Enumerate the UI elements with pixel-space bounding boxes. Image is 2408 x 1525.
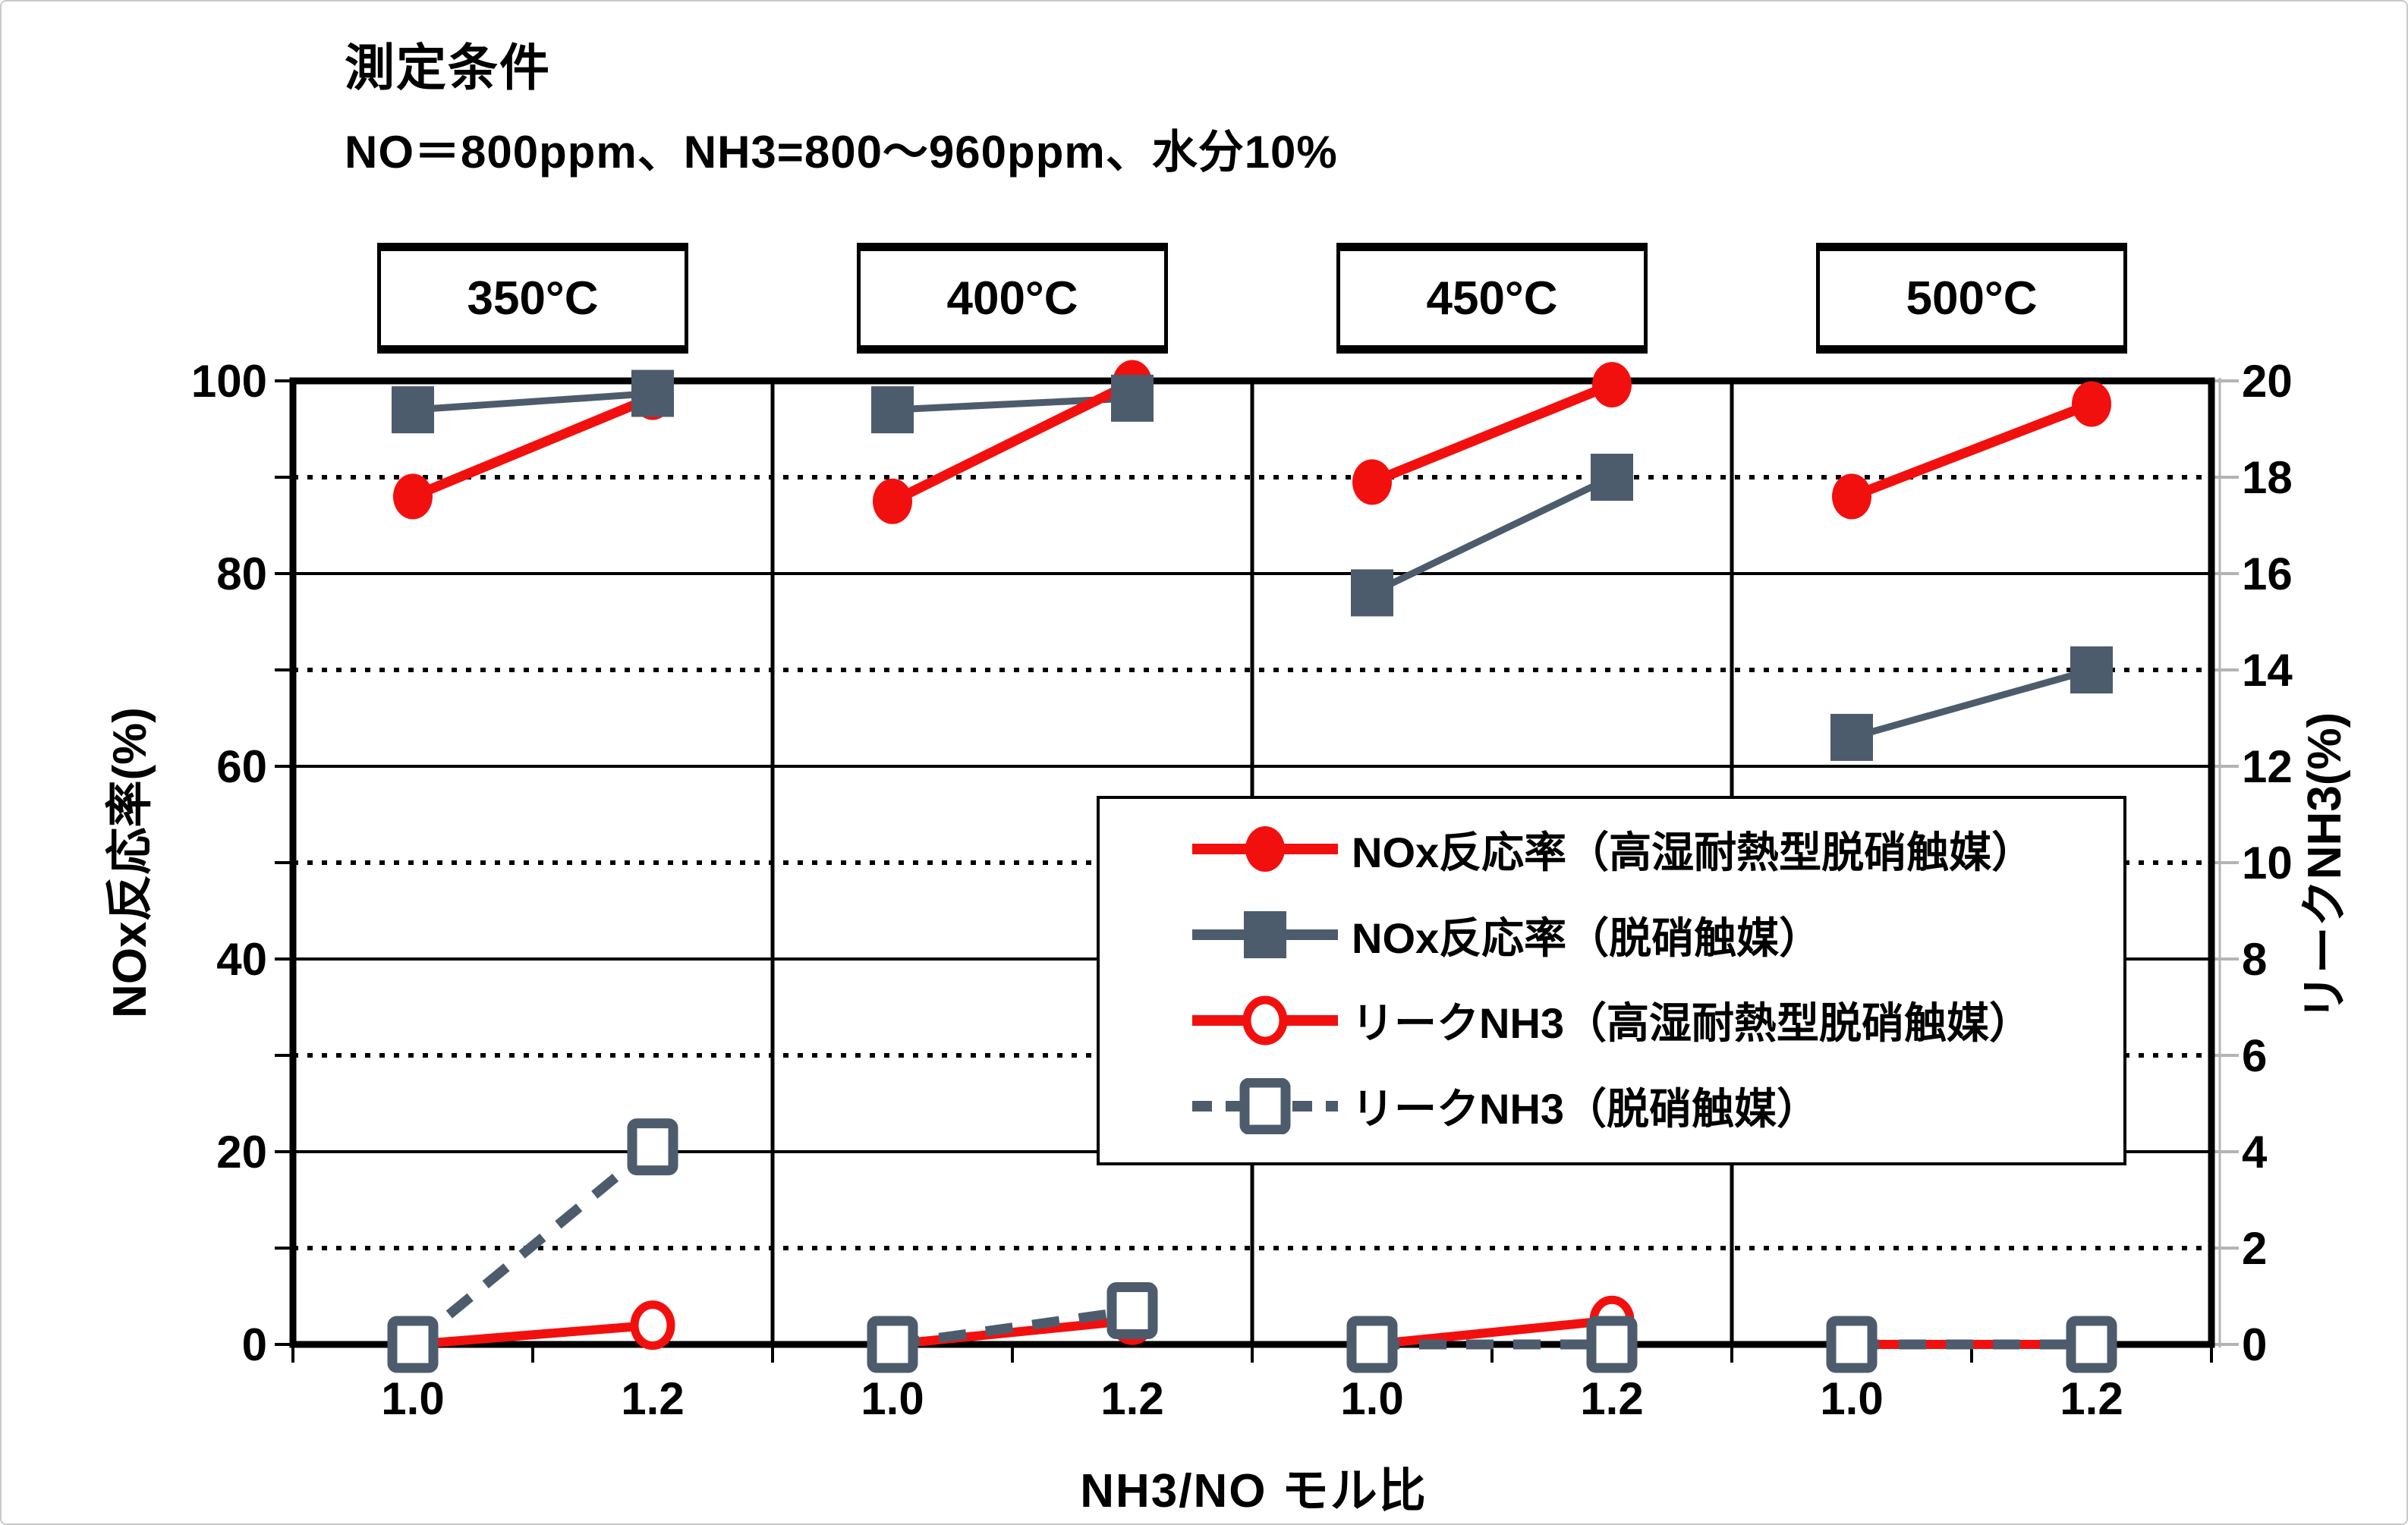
legend-row-nox-std: NOx反応率（脱硝触媒） [1189,904,2123,966]
left-axis-tick-label: 80 [216,549,267,599]
temperature-box-350: 350°C [377,243,688,354]
marker-open-square [1586,1316,1638,1373]
marker-filled-circle [873,478,912,524]
left-axis-tick-label: 100 [191,356,267,407]
segment-nox-high [890,378,1135,506]
x-axis-tick-label: 1.0 [1340,1373,1403,1424]
legend-marker-open-circle-icon [1192,995,1338,1045]
right-axis-tick-label: 12 [2242,741,2293,792]
marker-filled-square [1244,911,1286,959]
x-axis-tick-label: 1.0 [1820,1373,1883,1424]
right-axis-tick-label: 0 [2242,1319,2267,1370]
right-axis-tick-label: 2 [2242,1223,2267,1274]
right-axis-tick-label: 14 [2242,645,2293,696]
marker-filled-circle [1352,459,1392,505]
marker-open-square [867,1316,918,1373]
x-axis-tick-label: 1.2 [2060,1373,2123,1424]
series-line-nox-high [411,378,2094,506]
x-axis-tick-label: 1.2 [1100,1373,1163,1424]
x-axis-tick-label: 1.0 [861,1373,924,1424]
series-markers-nox-std [392,369,2113,761]
legend-label-nox-high: NOx反応率（高湿耐熱型脱硝触媒） [1352,828,2035,876]
marker-open-square [2066,1316,2117,1373]
right-axis-tick-label: 8 [2242,934,2267,985]
right-axis-tick-label: 16 [2242,549,2293,599]
segment-nox-high [411,392,655,502]
left-axis-tick-label: 0 [242,1319,267,1370]
marker-filled-square [1591,454,1633,501]
left-axis-tick-label: 40 [216,934,267,985]
segment-leak-std [409,1143,656,1349]
marker-open-square [1106,1282,1158,1340]
x-axis-title: NH3/NO モル比 [1080,1465,1427,1517]
legend-row-nox-high: NOx反応率（高湿耐熱型脱硝触媒） [1189,819,2123,880]
left-axis-tick-label: 20 [216,1127,267,1178]
marker-filled-circle [393,473,433,520]
plot-border [289,377,2215,1348]
temperature-label-400: 400°C [946,272,1078,325]
legend-box: NOx反応率（高湿耐熱型脱硝触媒） NOx反応率（脱硝触媒） リークNH3（高湿耐熱… [1097,796,2126,1165]
marker-filled-circle [1592,362,1632,408]
marker-filled-square [1351,569,1393,617]
legend-row-leak-std: リークNH3（脱硝触媒） [1189,1075,2123,1137]
marker-filled-square [871,386,914,434]
chart-subtitle: NO＝800ppm、NH3=800～960ppm、水分10% [345,127,1338,178]
temperature-box-450: 450°C [1336,243,1648,354]
right-axis-tick-label: 18 [2242,452,2293,503]
legend-label-leak-std: リークNH3（脱硝触媒） [1352,1085,1820,1134]
segment-leak-high [1371,1316,1613,1349]
x-axis-tick-label: 1.0 [381,1373,444,1424]
segment-nox-high [1370,380,1614,487]
temperature-box-400: 400°C [857,243,1168,354]
marker-open-circle [1242,995,1288,1045]
marker-open-circle [630,1300,675,1350]
right-axis-tick-label: 20 [2242,356,2293,407]
right-axis-title: リークNH3(%) [2299,712,2351,1020]
marker-filled-square [631,369,674,417]
series-markers-leak-std [387,1118,2117,1373]
marker-open-square [387,1316,439,1373]
legend-label-leak-high: リークNH3（高湿耐熱型脱硝触媒） [1352,999,2032,1048]
marker-filled-circle [1245,826,1285,873]
segment-nox-std [1371,473,1613,596]
marker-open-square [1826,1316,1878,1373]
legend-marker-filled-circle-icon [1192,826,1338,873]
marker-open-square [1346,1316,1398,1373]
right-axis-tick-label: 4 [2242,1127,2268,1178]
temperature-box-500: 500°C [1816,243,2127,354]
x-axis-tick-label: 1.2 [1580,1373,1643,1424]
marker-filled-circle [1832,473,1871,520]
right-axis-tick-label: 10 [2242,838,2293,888]
series-line-leak-std [409,1143,2092,1350]
legend-marker-open-square-icon [1192,1077,1338,1134]
segment-leak-std [892,1306,1133,1350]
left-axis-tick-label: 60 [216,741,267,792]
marker-filled-square [392,386,434,434]
left-axis-title: NOx反応率(%) [104,707,156,1018]
legend-label-nox-std: NOx反応率（脱硝触媒） [1352,913,1822,962]
marker-filled-square [1111,374,1154,422]
marker-open-square [627,1118,678,1176]
segment-nox-high [1849,399,2094,502]
temperature-label-350: 350°C [467,272,599,325]
legend-marker-filled-square-icon [1192,911,1338,959]
marker-open-square [1239,1077,1291,1134]
segment-nox-std [412,390,653,413]
legend-row-leak-high: リークNH3（高湿耐熱型脱硝触媒） [1189,989,2123,1051]
temperature-label-500: 500°C [1906,272,2038,325]
segment-nox-std [1850,666,2093,741]
temperature-label-450: 450°C [1426,272,1558,325]
marker-filled-square [2070,646,2113,693]
marker-filled-circle [2072,381,2111,427]
right-axis-tick-label: 6 [2242,1030,2267,1081]
marker-filled-square [1830,713,1873,761]
chart-title: 測定条件 [345,39,551,96]
segment-leak-high [412,1320,653,1349]
x-axis-tick-label: 1.2 [621,1373,684,1424]
